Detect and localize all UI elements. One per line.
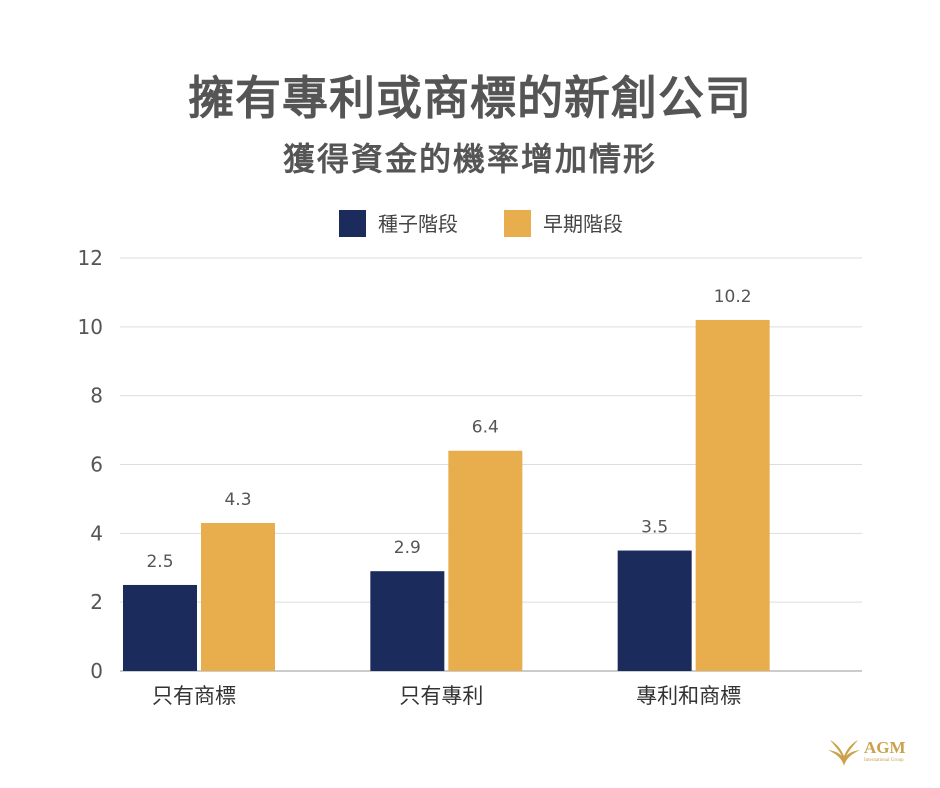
y-tick-label: 12 bbox=[78, 246, 103, 270]
y-tick-label: 2 bbox=[90, 590, 103, 614]
category-label: 專利和商標 bbox=[636, 684, 741, 708]
data-label: 3.5 bbox=[641, 518, 668, 538]
data-label: 2.9 bbox=[394, 538, 421, 558]
logo-name: AGM bbox=[864, 738, 906, 757]
y-tick-label: 10 bbox=[78, 315, 103, 339]
data-label: 2.5 bbox=[146, 552, 173, 572]
agm-logo: AGM International Group bbox=[826, 736, 916, 770]
bar-seed-2 bbox=[617, 550, 692, 671]
chart-subtitle: 獲得資金的機率增加情形 bbox=[282, 140, 657, 178]
y-tick-label: 6 bbox=[90, 453, 103, 477]
bar-seed-0 bbox=[123, 584, 197, 671]
bar-early-2 bbox=[695, 319, 770, 671]
y-tick-label: 4 bbox=[90, 521, 103, 545]
phoenix-icon bbox=[828, 740, 860, 766]
category-label: 只有專利 bbox=[399, 684, 483, 708]
y-tick-label: 0 bbox=[90, 659, 103, 683]
bar-early-1 bbox=[448, 450, 523, 671]
chart-title: 擁有專利或商標的新創公司 bbox=[188, 71, 752, 125]
legend-swatch bbox=[504, 210, 531, 237]
data-label: 10.2 bbox=[714, 287, 752, 307]
bar-early-0 bbox=[201, 523, 275, 671]
legend-swatch bbox=[339, 210, 366, 237]
legend-label: 早期階段 bbox=[543, 212, 623, 236]
y-tick-label: 8 bbox=[90, 384, 103, 408]
logo-subtitle: International Group bbox=[864, 758, 904, 763]
bar-seed-1 bbox=[370, 571, 445, 671]
legend-label: 種子階段 bbox=[378, 212, 458, 236]
data-label: 4.3 bbox=[224, 490, 251, 510]
category-label: 只有商標 bbox=[152, 684, 236, 708]
data-label: 6.4 bbox=[472, 418, 499, 438]
